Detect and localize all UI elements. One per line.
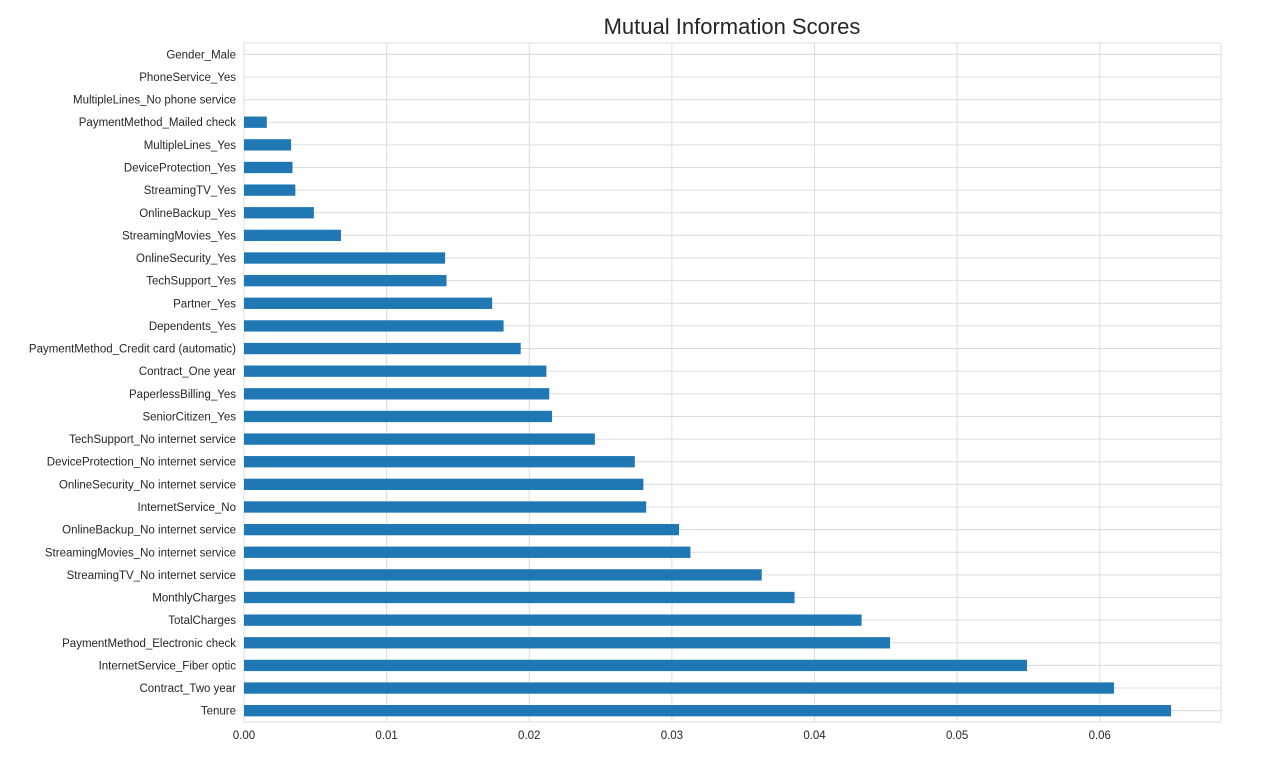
y-tick-label: DeviceProtection_Yes xyxy=(124,162,236,174)
y-tick-label: PaymentMethod_Electronic check xyxy=(62,638,236,650)
y-tick-label: StreamingTV_Yes xyxy=(144,185,237,197)
y-tick-label: PaymentMethod_Mailed check xyxy=(79,117,236,129)
bar xyxy=(244,705,1172,717)
y-tick-label: OnlineBackup_No internet service xyxy=(62,525,236,537)
bar xyxy=(244,410,553,423)
bar xyxy=(244,546,691,558)
y-tick-label: PaperlessBilling_Yes xyxy=(129,389,236,401)
bar xyxy=(244,274,447,287)
bar xyxy=(244,229,341,242)
bar xyxy=(244,365,547,377)
bar xyxy=(244,342,521,355)
bar xyxy=(244,591,795,604)
y-tick-label: TotalCharges xyxy=(168,615,236,627)
y-tick-label: MonthlyCharges xyxy=(152,593,236,605)
y-tick-label: InternetService_No xyxy=(138,502,236,514)
x-tick-label: 0.00 xyxy=(233,730,255,742)
y-tick-label: Dependents_Yes xyxy=(149,321,236,333)
y-tick-label: PaymentMethod_Credit card (automatic) xyxy=(29,344,236,356)
bar xyxy=(244,569,762,581)
bar xyxy=(244,139,292,151)
x-tick-label: 0.06 xyxy=(1089,730,1111,742)
y-tick-label: TechSupport_Yes xyxy=(146,276,236,288)
y-tick-label: OnlineBackup_Yes xyxy=(139,208,236,220)
y-tick-label: StreamingMovies_Yes xyxy=(122,230,236,242)
y-tick-label: DeviceProtection_No internet service xyxy=(47,457,236,469)
x-tick-label: 0.02 xyxy=(518,730,540,742)
bar xyxy=(244,501,647,513)
bar xyxy=(244,456,635,468)
bar xyxy=(244,523,680,536)
bar xyxy=(244,161,293,174)
y-tick-label: MultipleLines_No phone service xyxy=(73,95,236,107)
y-tick-label: Gender_Male xyxy=(166,49,236,61)
chart-title: Mutual Information Scores xyxy=(603,14,861,39)
y-tick-label: PhoneService_Yes xyxy=(139,72,236,84)
y-tick-label: Contract_Two year xyxy=(139,683,236,695)
y-tick-label: StreamingMovies_No internet service xyxy=(45,547,236,559)
bar xyxy=(244,184,296,196)
y-tick-label: InternetService_Fiber optic xyxy=(99,660,237,672)
x-tick-label: 0.05 xyxy=(946,730,968,742)
bar xyxy=(244,614,862,626)
y-tick-label: Contract_One year xyxy=(139,366,236,378)
x-tick-label: 0.03 xyxy=(661,730,683,742)
plot-area xyxy=(243,42,1222,723)
bar xyxy=(244,637,891,649)
bar xyxy=(244,478,644,491)
bar xyxy=(244,682,1115,694)
x-tick-label: 0.04 xyxy=(803,730,826,742)
bar xyxy=(244,297,493,309)
x-tick-label: 0.01 xyxy=(375,730,397,742)
bar xyxy=(244,388,550,400)
y-tick-label: TechSupport_No internet service xyxy=(69,434,236,446)
bar xyxy=(244,659,1028,672)
bar xyxy=(244,116,267,128)
y-tick-label: OnlineSecurity_Yes xyxy=(136,253,236,265)
bar xyxy=(244,433,595,445)
bar xyxy=(244,252,446,264)
y-tick-label: SeniorCitizen_Yes xyxy=(142,411,236,423)
y-tick-label: MultipleLines_Yes xyxy=(144,140,237,152)
y-tick-label: Tenure xyxy=(201,706,236,718)
y-tick-label: OnlineSecurity_No internet service xyxy=(59,479,236,491)
bar xyxy=(244,207,314,219)
y-tick-label: Partner_Yes xyxy=(173,298,236,310)
y-tick-label: StreamingTV_No internet service xyxy=(67,570,236,582)
bar xyxy=(244,320,504,332)
